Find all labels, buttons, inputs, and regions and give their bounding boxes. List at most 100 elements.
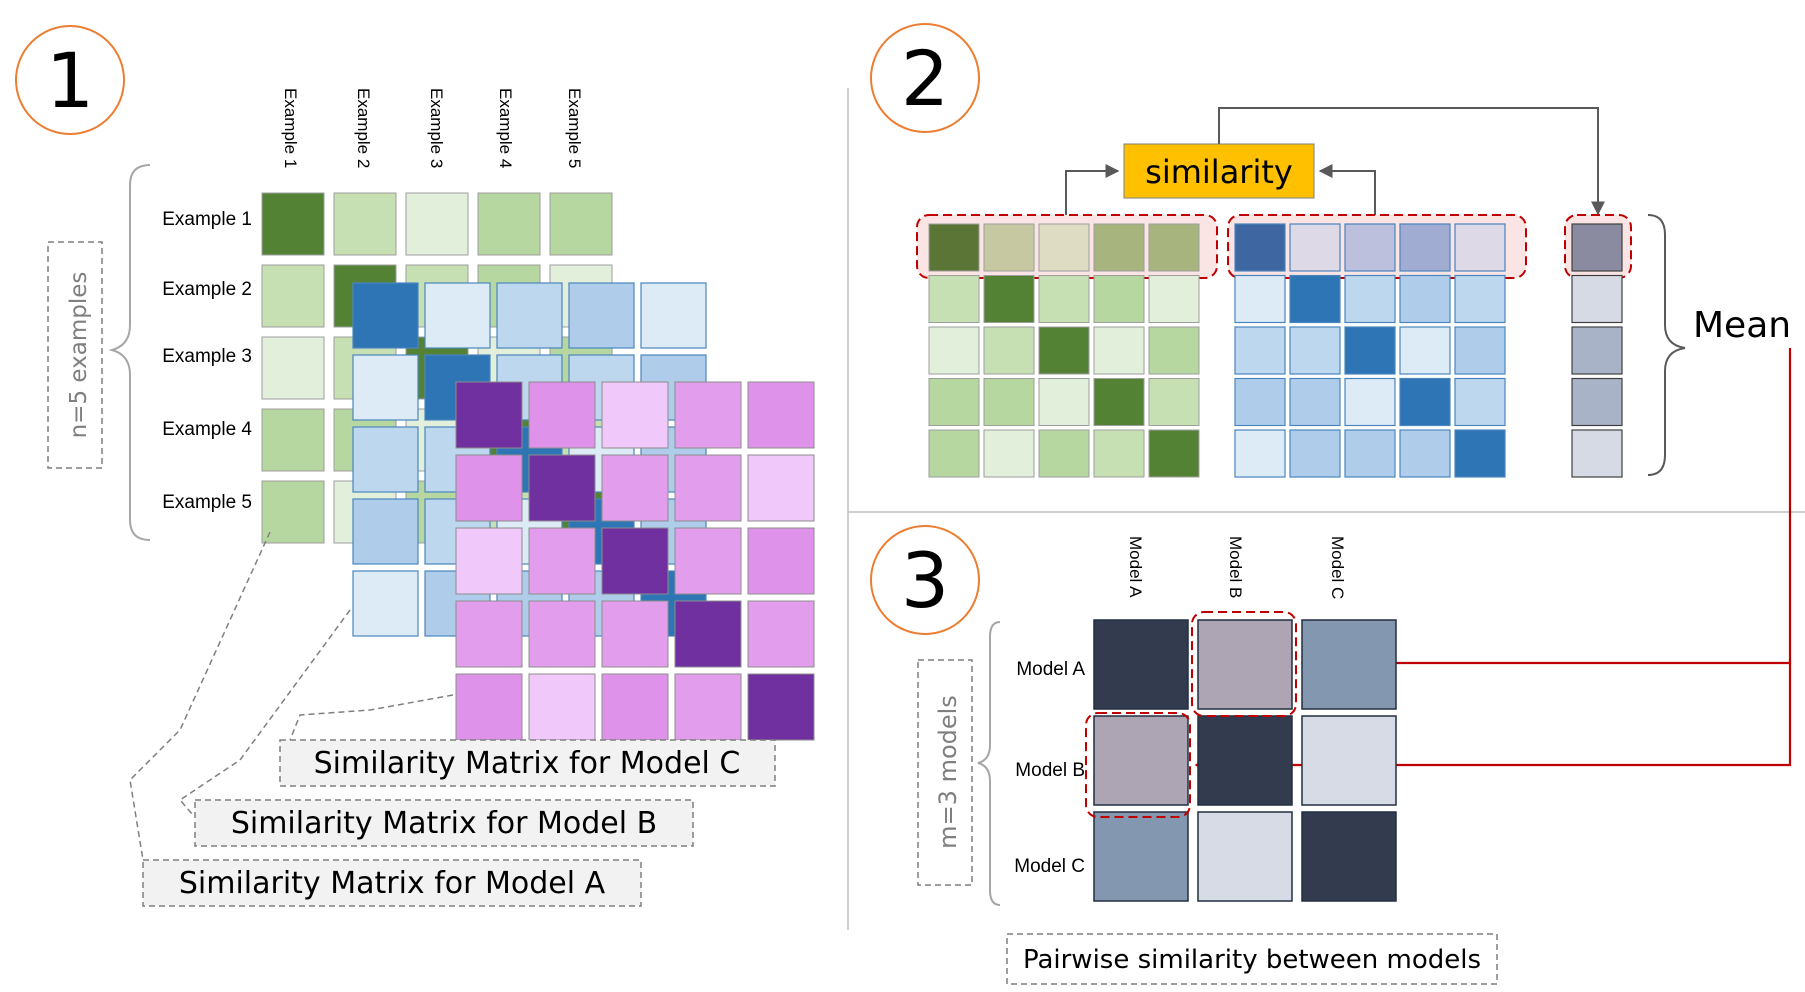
p2-blue-cell-3-2: [1289, 326, 1341, 375]
p2-blue-cell-2-5: [1454, 274, 1506, 324]
p1-col-label-2: Example 2: [354, 88, 373, 168]
caption-model-a-box: [142, 859, 642, 907]
caption-model-b-text: Similarity Matrix for Model B: [231, 806, 657, 841]
highlight-cell-ab: [1191, 611, 1297, 717]
p3-row-label-c: Model C: [1014, 856, 1085, 877]
p2-blue-cell-2-4: [1399, 274, 1451, 324]
p2-green-cell-4-2: [983, 378, 1035, 426]
p2-blue-cell-3-5: [1454, 326, 1506, 375]
p2-blue-cell-4-2: [1289, 377, 1341, 427]
caption-model-b: Similarity Matrix for Model B: [194, 799, 694, 847]
model-c-cell-4-1: [455, 600, 523, 668]
p1-leader-a: [129, 531, 271, 861]
model-b-cell-1-1: [352, 282, 419, 349]
model-c-cell-3-5: [747, 527, 815, 595]
p2-blue-cell-1-4: [1399, 223, 1451, 272]
p2-green-cell-5-3: [1038, 429, 1090, 478]
panel-3: 3 Model A Model B Model C Model A Model …: [870, 525, 1498, 985]
p1-leader-c: [289, 694, 454, 741]
p2-blue-cell-1-3: [1344, 223, 1396, 272]
model-a-cell-1-2: [333, 192, 397, 256]
model-c-cell-1-5: [747, 381, 815, 449]
model-c-cell-2-5: [747, 454, 815, 522]
p1-row-label-2: Example 2: [162, 279, 252, 300]
step-1-circle: [15, 25, 125, 135]
p1-col-label-4: Example 4: [496, 88, 515, 168]
model-b-cell-1-3: [496, 282, 563, 349]
p3-count-box: [917, 659, 973, 886]
model-b-cell-1-5: [640, 282, 707, 349]
model-c-cell-4-2: [528, 600, 596, 668]
model-c-cell-2-3: [601, 454, 669, 522]
p3-row-label-b: Model B: [1015, 760, 1085, 781]
model-c-cell-4-5: [747, 600, 815, 668]
p2-blue-cell-5-4: [1399, 429, 1451, 478]
p2-green-cell-1-4: [1093, 223, 1145, 272]
model-c-cell-3-2: [528, 527, 596, 595]
p2-green-cell-4-1: [928, 378, 980, 426]
p3-row-brace: [977, 621, 1001, 906]
caption-model-c-text: Similarity Matrix for Model C: [314, 746, 741, 781]
p2-green-cell-1-1: [928, 223, 980, 272]
p2-blue-cell-3-3: [1344, 326, 1396, 375]
p1-col-label-1: Example 1: [281, 88, 300, 168]
caption-model-a-text: Similarity Matrix for Model A: [179, 866, 606, 901]
p2-green-cell-2-2: [983, 275, 1035, 323]
p2-green-cell-3-5: [1148, 326, 1200, 375]
mean-cell-3: [1571, 326, 1623, 375]
model-a-cell-1-4: [477, 192, 541, 256]
p2-green-cell-5-5: [1148, 429, 1200, 478]
p2-green-cell-4-3: [1038, 378, 1090, 426]
p2-blue-cell-5-2: [1289, 429, 1341, 478]
model-c-cell-3-3: [601, 527, 669, 595]
step-2-circle: [870, 23, 980, 133]
p1-row-brace: [108, 164, 151, 541]
p3-col-label-a: Model A: [1126, 536, 1145, 598]
p1-leader-b: [178, 609, 351, 816]
p2-blue-cell-4-1: [1234, 377, 1286, 427]
p2-green-cell-5-2: [983, 429, 1035, 478]
model-b-cell-1-4: [568, 282, 635, 349]
pairwise-cell-1-3: [1301, 619, 1397, 710]
model-c-cell-4-4: [674, 600, 742, 668]
model-c-cell-1-1: [455, 381, 523, 449]
caption-model-a: Similarity Matrix for Model A: [142, 859, 642, 907]
panel1-column-labels: Example 1 Example 2 Example 3 Example 4 …: [281, 88, 584, 168]
p1-col-label-3: Example 3: [427, 88, 446, 168]
p2-green-cell-5-4: [1093, 429, 1145, 478]
p2-green-cell-1-5: [1148, 223, 1200, 272]
pairwise-cell-2-1: [1093, 715, 1189, 806]
p3-col-label-b: Model B: [1226, 536, 1245, 598]
step-1-badge: 1: [15, 25, 125, 135]
model-c-cell-2-2: [528, 454, 596, 522]
p2-blue-cell-4-5: [1454, 377, 1506, 427]
similarity-box-rect: [1123, 143, 1315, 199]
model-b-cell-2-1: [352, 354, 419, 421]
p1-row-label-3: Example 3: [162, 346, 252, 367]
p2-green-cell-1-2: [983, 223, 1035, 272]
p3-count-label: m=3 models: [934, 695, 962, 849]
model-c-cell-1-2: [528, 381, 596, 449]
p2-green-cell-2-4: [1093, 275, 1145, 323]
pairwise-cell-3-3: [1301, 811, 1397, 902]
model-c-cell-4-3: [601, 600, 669, 668]
mean-label: Mean: [1693, 305, 1791, 346]
model-a-cell-1-5: [549, 192, 613, 256]
pairwise-cell-2-3: [1301, 715, 1397, 806]
pairwise-cell-3-1: [1093, 811, 1189, 902]
arrow-blue-to-similarity: [1318, 164, 1376, 215]
p2-blue-cell-1-1: [1234, 223, 1286, 272]
panel3-row-labels: Model A Model B Model C: [1014, 659, 1085, 877]
p1-row-label-5: Example 5: [162, 492, 252, 513]
model-a-cell-4-1: [261, 408, 325, 472]
p3-row-label-a: Model A: [1016, 659, 1085, 680]
mean-cell-4: [1571, 377, 1623, 427]
model-a-cell-1-1: [261, 192, 325, 256]
p2-blue-cell-4-4: [1399, 377, 1451, 427]
p2-blue-cell-2-2: [1289, 274, 1341, 324]
p3-col-label-c: Model C: [1328, 536, 1347, 599]
panel1-row-labels: Example 1 Example 2 Example 3 Example 4 …: [162, 209, 252, 513]
model-c-cell-3-4: [674, 527, 742, 595]
step-2-badge: 2: [870, 23, 980, 133]
